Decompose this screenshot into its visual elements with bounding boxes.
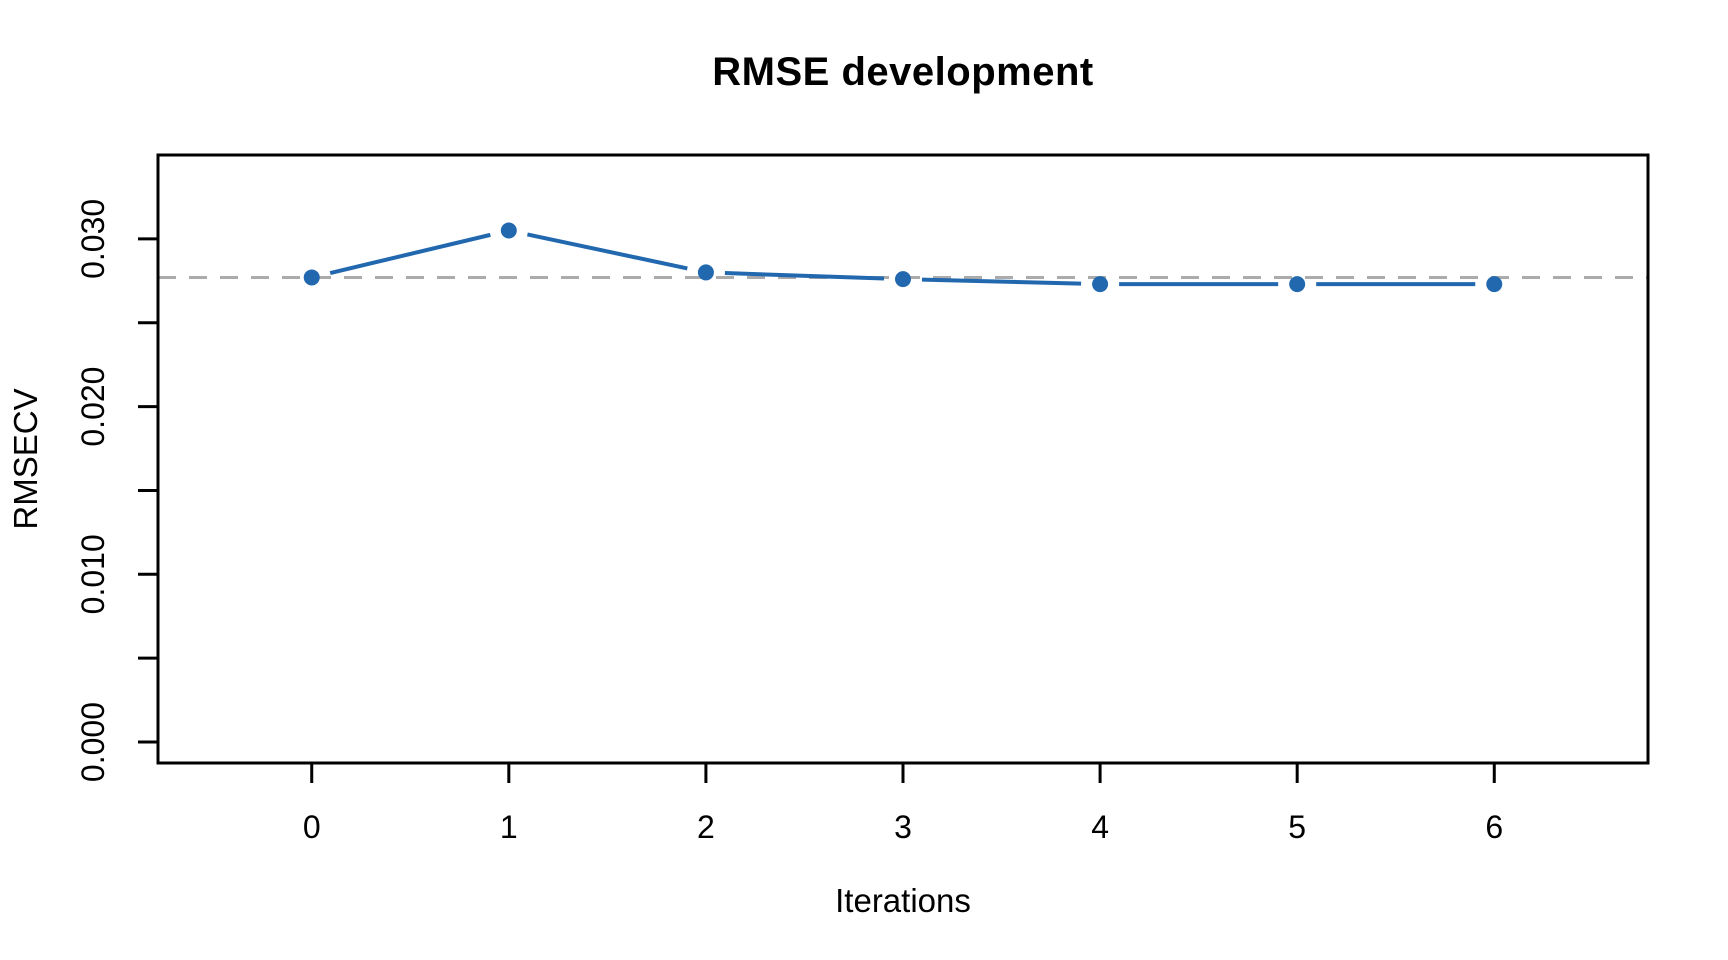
data-point xyxy=(1092,276,1109,293)
chart-title: RMSE development xyxy=(712,50,1094,94)
plot-box xyxy=(156,153,1650,765)
data-point xyxy=(697,264,714,281)
x-tick-label: 1 xyxy=(500,809,518,845)
data-point xyxy=(895,271,911,288)
y-tick-label: 0.010 xyxy=(75,534,111,614)
y-tick-label: 0.000 xyxy=(75,702,111,782)
x-tick-label: 5 xyxy=(1288,809,1306,845)
y-tick-label: 0.030 xyxy=(75,199,111,279)
x-tick-label: 2 xyxy=(697,809,715,845)
data-point xyxy=(303,269,320,286)
x-tick-label: 6 xyxy=(1485,809,1503,845)
x-axis-label: Iterations xyxy=(835,882,971,919)
x-tick-label: 0 xyxy=(303,809,321,845)
x-tick-label: 4 xyxy=(1091,809,1109,845)
y-tick-label: 0.020 xyxy=(75,367,111,447)
x-tick-label: 3 xyxy=(894,809,912,845)
data-point xyxy=(1289,276,1306,293)
series-line-segment xyxy=(724,271,885,281)
series-line-segment xyxy=(329,232,491,275)
y-axis-label: RMSECV xyxy=(7,388,44,530)
data-point xyxy=(1486,276,1503,293)
data-point xyxy=(500,222,517,239)
series-line-segment xyxy=(526,232,688,271)
series-line-segment xyxy=(921,277,1082,286)
